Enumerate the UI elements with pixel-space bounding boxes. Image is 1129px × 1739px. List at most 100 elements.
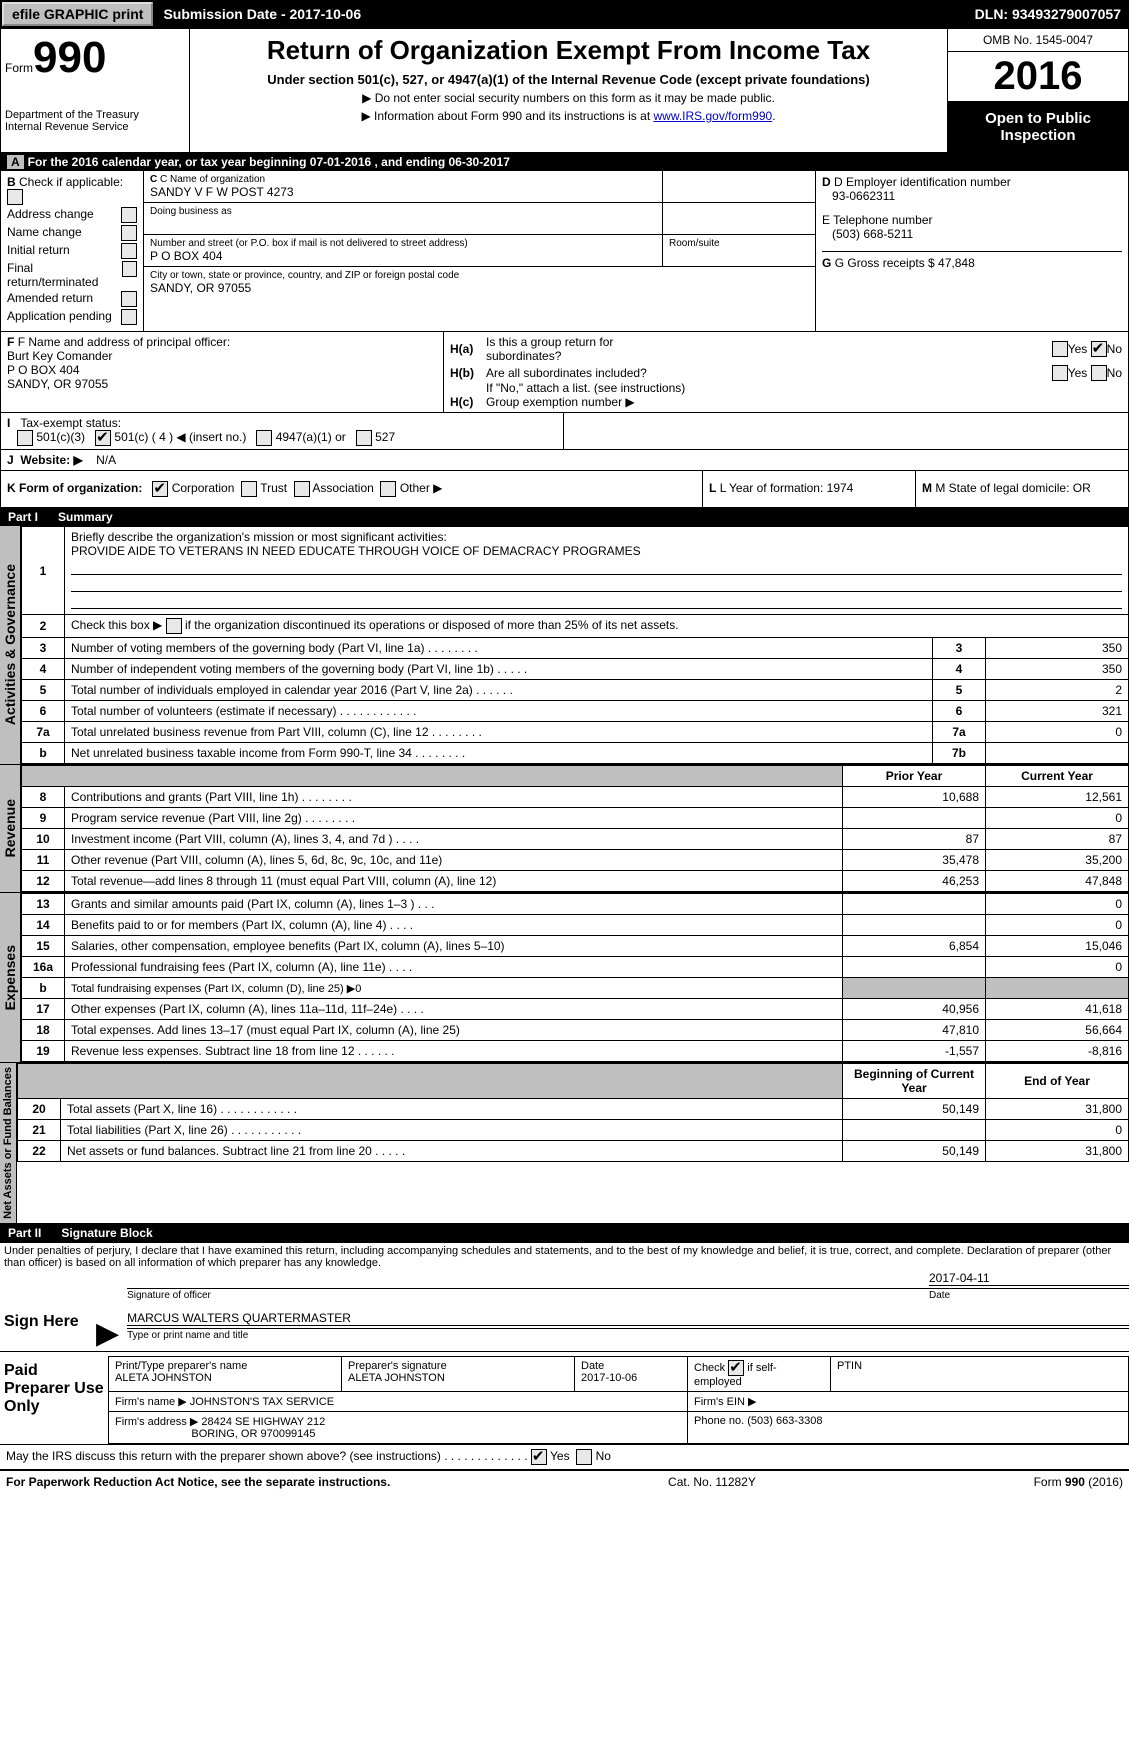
discuss-no[interactable] [576,1449,592,1465]
firm-addr1: 28424 SE HIGHWAY 212 [201,1416,325,1428]
irs-link[interactable]: www.IRS.gov/form990 [653,109,772,123]
tax-year-line: For the 2016 calendar year, or tax year … [28,155,510,169]
line3-val: 350 [986,638,1129,659]
cb-initial-return[interactable] [121,243,137,259]
cb-final-return[interactable] [122,261,137,277]
cb-527[interactable] [356,430,372,446]
line-desc: Professional fundraising fees (Part IX, … [65,957,843,978]
perjury-declaration: Under penalties of perjury, I declare th… [0,1242,1129,1271]
line-num: 16a [22,957,65,978]
line-desc: Contributions and grants (Part VIII, lin… [65,787,843,808]
discuss-yes[interactable] [531,1449,547,1465]
cb-501c3[interactable] [17,430,33,446]
line4-val: 350 [986,659,1129,680]
current-year-header: Current Year [986,766,1129,787]
cb-address-change[interactable] [121,207,137,223]
org-name-label: C Name of organization [160,174,265,185]
prior-val: 50,149 [843,1099,986,1120]
submission-date: Submission Date - 2017-10-06 [155,4,369,24]
ha-no[interactable] [1091,341,1107,357]
label-a: A [7,155,24,169]
addr-value: P O BOX 404 [150,249,656,263]
prior-val: 50,149 [843,1141,986,1162]
tab-revenue: Revenue [0,795,20,861]
addr-label: Number and street (or P.O. box if mail i… [150,238,656,249]
year-formation: L Year of formation: 1974 [720,481,854,495]
current-val: 47,848 [986,871,1129,892]
summary-title: Summary [58,510,113,524]
dept-treasury: Department of the Treasury [5,109,185,121]
sign-here-label: Sign Here [0,1293,88,1351]
mission-label: Briefly describe the organization's miss… [71,530,1122,544]
cb-self-employed[interactable] [728,1360,744,1376]
sig-date: 2017-04-11 [929,1271,1129,1286]
no-label: No [1107,342,1122,356]
officer-label: F Name and address of principal officer: [18,335,231,349]
room-label: Room/suite [669,238,809,249]
prep-sig-label: Preparer's signature [348,1360,568,1372]
firm-ein-label: Firm's EIN ▶ [688,1391,1129,1411]
paid-preparer-label: Paid Preparer Use Only [0,1352,108,1444]
prior-val: 6,854 [843,936,986,957]
501c-label: 501(c) ( 4 ) ◀ (insert no.) [114,430,246,444]
other-label: Other ▶ [400,481,443,495]
hb-no[interactable] [1091,365,1107,381]
tax-year: 2016 [948,52,1128,102]
ein-value: 93-0662311 [832,189,895,203]
trust-label: Trust [260,481,287,495]
line5-val: 2 [986,680,1129,701]
prior-val [843,894,986,915]
activities-governance-section: Activities & Governance 1 Briefly descri… [0,526,1129,765]
cb-501c[interactable] [95,430,111,446]
part-ii-label: Part II [8,1226,41,1240]
hb-yes[interactable] [1052,365,1068,381]
prior-val [843,808,986,829]
cb-assoc[interactable] [294,481,310,497]
tab-activities-governance: Activities & Governance [0,560,20,729]
mission-value: PROVIDE AIDE TO VETERANS IN NEED EDUCATE… [71,544,1122,558]
cb-name-change[interactable] [121,225,137,241]
prior-val: 46,253 [843,871,986,892]
sign-arrow-icon: ▶ [88,1316,127,1351]
city-label: City or town, state or province, country… [150,270,809,281]
cb-amended[interactable] [121,291,137,307]
cb-trust[interactable] [241,481,257,497]
cb-4947[interactable] [256,430,272,446]
prior-val [843,915,986,936]
part-i-header: Part I Summary [0,508,1129,526]
revenue-section: Revenue Prior YearCurrent Year 8Contribu… [0,765,1129,893]
cb-discontinued[interactable] [166,618,182,634]
yes-label2: Yes [1068,366,1088,380]
cb-amended-label: Amended return [7,291,93,307]
officer-name: Burt Key Comander [7,349,437,363]
form-word: Form [5,61,33,75]
cb-address-change-label: Address change [7,207,94,223]
cb-other[interactable] [380,481,396,497]
prep-name: ALETA JOHNSTON [115,1372,335,1384]
ha-yes[interactable] [1052,341,1068,357]
firm-phone: Phone no. (503) 663-3308 [688,1411,1129,1443]
hb-note: If "No," attach a list. (see instruction… [450,381,1122,395]
cat-no: Cat. No. 11282Y [668,1475,756,1489]
current-val: 41,618 [986,999,1129,1020]
cb-corp[interactable] [152,481,168,497]
website-value: N/A [96,453,116,467]
officer-addr2: SANDY, OR 97055 [7,377,437,391]
527-label: 527 [375,430,395,444]
firm-addr-label: Firm's address ▶ [115,1416,198,1428]
state-domicile: M State of legal domicile: OR [935,481,1090,495]
prior-val: 40,956 [843,999,986,1020]
cb-final-return-label: Final return/terminated [7,261,122,289]
line-desc: Investment income (Part VIII, column (A)… [65,829,843,850]
line-num: 13 [22,894,65,915]
line6-val: 321 [986,701,1129,722]
current-val: 87 [986,829,1129,850]
cb-app-pending[interactable] [121,309,137,325]
line-num: 17 [22,999,65,1020]
type-name-label: Type or print name and title [127,1328,1129,1351]
expenses-section: Expenses 13Grants and similar amounts pa… [0,893,1129,1063]
checkbox-applicable[interactable] [7,189,23,205]
current-val: 0 [986,915,1129,936]
efile-print-button[interactable]: efile GRAPHIC print [2,2,153,26]
line5-desc: Total number of individuals employed in … [65,680,933,701]
